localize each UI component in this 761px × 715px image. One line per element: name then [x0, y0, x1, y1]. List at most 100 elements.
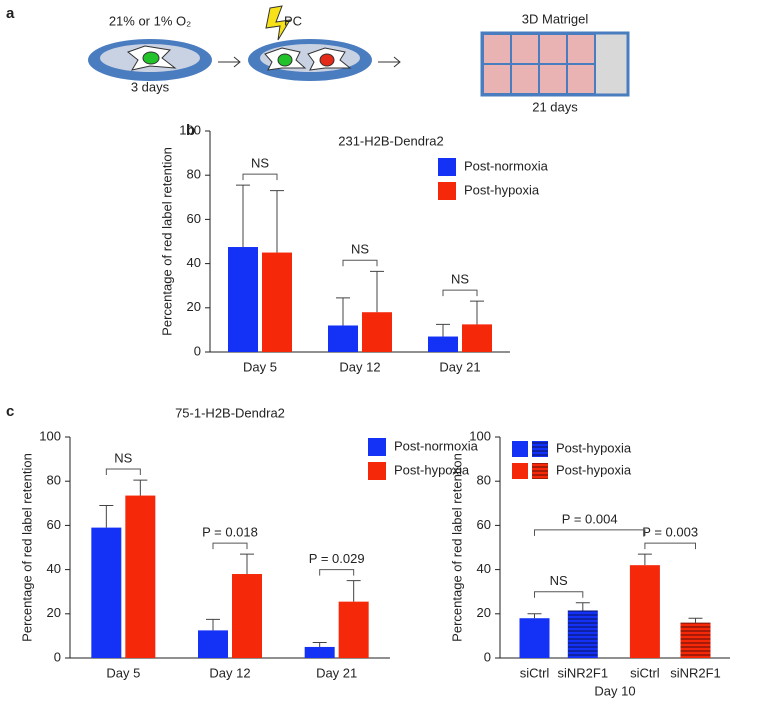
well	[566, 63, 596, 95]
y-axis-label: Percentage of red label retention	[449, 453, 464, 642]
significance-bracket	[319, 569, 355, 576]
bar	[198, 630, 228, 658]
y-tick-label: 20	[187, 299, 201, 314]
y-tick-label: 60	[187, 211, 201, 226]
legend-swatch	[512, 463, 528, 479]
significance-label: P = 0.029	[309, 551, 365, 566]
legend-swatch	[368, 462, 386, 480]
significance-label: NS	[451, 272, 469, 287]
well	[510, 33, 540, 65]
legend-label: Post-hypoxia	[556, 440, 632, 455]
y-tick-label: 100	[469, 428, 491, 443]
error-bar	[206, 618, 220, 631]
culture-time: 21 days	[532, 99, 578, 114]
well	[566, 33, 596, 65]
significance-bracket	[534, 529, 646, 536]
y-tick-label: 80	[187, 167, 201, 182]
panel-label: c	[6, 403, 14, 420]
legend-label: Post-hypoxia	[464, 182, 540, 197]
significance-bracket	[534, 591, 584, 598]
y-tick-label: 60	[47, 517, 61, 532]
bar	[519, 618, 550, 658]
error-bar	[133, 479, 148, 496]
well	[482, 33, 512, 65]
bar	[338, 601, 369, 658]
y-tick-label: 100	[179, 122, 201, 137]
significance-bracket	[442, 289, 478, 297]
error-bar	[236, 184, 250, 248]
significance-bracket	[242, 173, 278, 181]
y-tick-label: 0	[194, 343, 201, 358]
error-bar	[637, 553, 652, 566]
bar	[462, 324, 492, 352]
legend-swatch	[438, 158, 456, 176]
significance-bracket	[342, 259, 378, 267]
y-tick-label: 60	[477, 517, 491, 532]
error-bar	[575, 602, 590, 611]
y-tick-label: 0	[484, 649, 491, 664]
bar	[362, 312, 392, 352]
panel-label: a	[6, 5, 15, 22]
legend-swatch	[438, 182, 456, 200]
x-tick-label: Day 12	[209, 665, 250, 680]
error-bar	[346, 580, 361, 602]
x-tick-label: siNR2F1	[558, 665, 609, 680]
x-tick-label: Day 5	[243, 359, 277, 374]
legend-swatch	[512, 441, 528, 457]
significance-bracket	[105, 468, 141, 476]
y-tick-label: 40	[47, 561, 61, 576]
legend-swatch	[368, 438, 386, 456]
y-tick-label: 20	[477, 605, 491, 620]
error-bar	[470, 300, 484, 325]
legend-swatch	[532, 463, 548, 479]
well	[538, 33, 568, 65]
chart-title: 75-1-H2B-Dendra2	[175, 405, 285, 420]
well	[510, 63, 540, 95]
legend-label: Post-normoxia	[464, 158, 549, 173]
chart-title: 231-H2B-Dendra2	[338, 133, 444, 148]
bar	[680, 622, 711, 658]
y-tick-label: 20	[47, 605, 61, 620]
y-tick-label: 80	[47, 473, 61, 488]
bar	[567, 610, 598, 658]
well	[482, 63, 512, 95]
error-bar	[370, 270, 384, 313]
significance-bracket	[212, 542, 248, 550]
schematic: 21% or 1% O₂ 3 days PC 3D Matrigel 21 da…	[88, 5, 630, 114]
y-tick-label: 40	[477, 561, 491, 576]
y-tick-label: 40	[187, 255, 201, 270]
nucleus	[142, 51, 160, 65]
error-bar	[99, 505, 114, 528]
x-tick-label: siCtrl	[630, 665, 660, 680]
x-tick-label: Day 21	[316, 665, 357, 680]
significance-label: NS	[550, 573, 568, 588]
significance-label: P = 0.018	[202, 525, 258, 540]
x-tick-label: Day 12	[339, 359, 380, 374]
arrow	[218, 56, 241, 68]
y-axis-label: Percentage of red label retention	[159, 147, 174, 336]
significance-label: P = 0.004	[562, 511, 618, 526]
y-tick-label: 0	[54, 649, 61, 664]
y-tick-label: 100	[39, 428, 61, 443]
well	[538, 63, 568, 95]
x-tick-label: Day 21	[439, 359, 480, 374]
error-bar	[527, 613, 542, 619]
bar	[232, 574, 262, 658]
bar	[328, 325, 358, 352]
bar	[629, 565, 660, 658]
bar	[262, 252, 292, 352]
x-tick-label: Day 5	[106, 665, 140, 680]
significance-label: P = 0.003	[642, 525, 698, 540]
incubation: 3 days	[131, 79, 170, 94]
nucleus	[319, 53, 335, 67]
nucleus	[277, 53, 293, 67]
legend-label: Post-normoxia	[394, 438, 479, 453]
y-axis-label: Percentage of red label retention	[19, 453, 34, 642]
error-bar	[336, 297, 350, 326]
significance-label: NS	[351, 242, 369, 257]
bar	[125, 495, 156, 658]
significance-label: NS	[251, 156, 269, 171]
condition: 21% or 1% O₂	[109, 13, 191, 28]
error-bar	[240, 553, 254, 575]
